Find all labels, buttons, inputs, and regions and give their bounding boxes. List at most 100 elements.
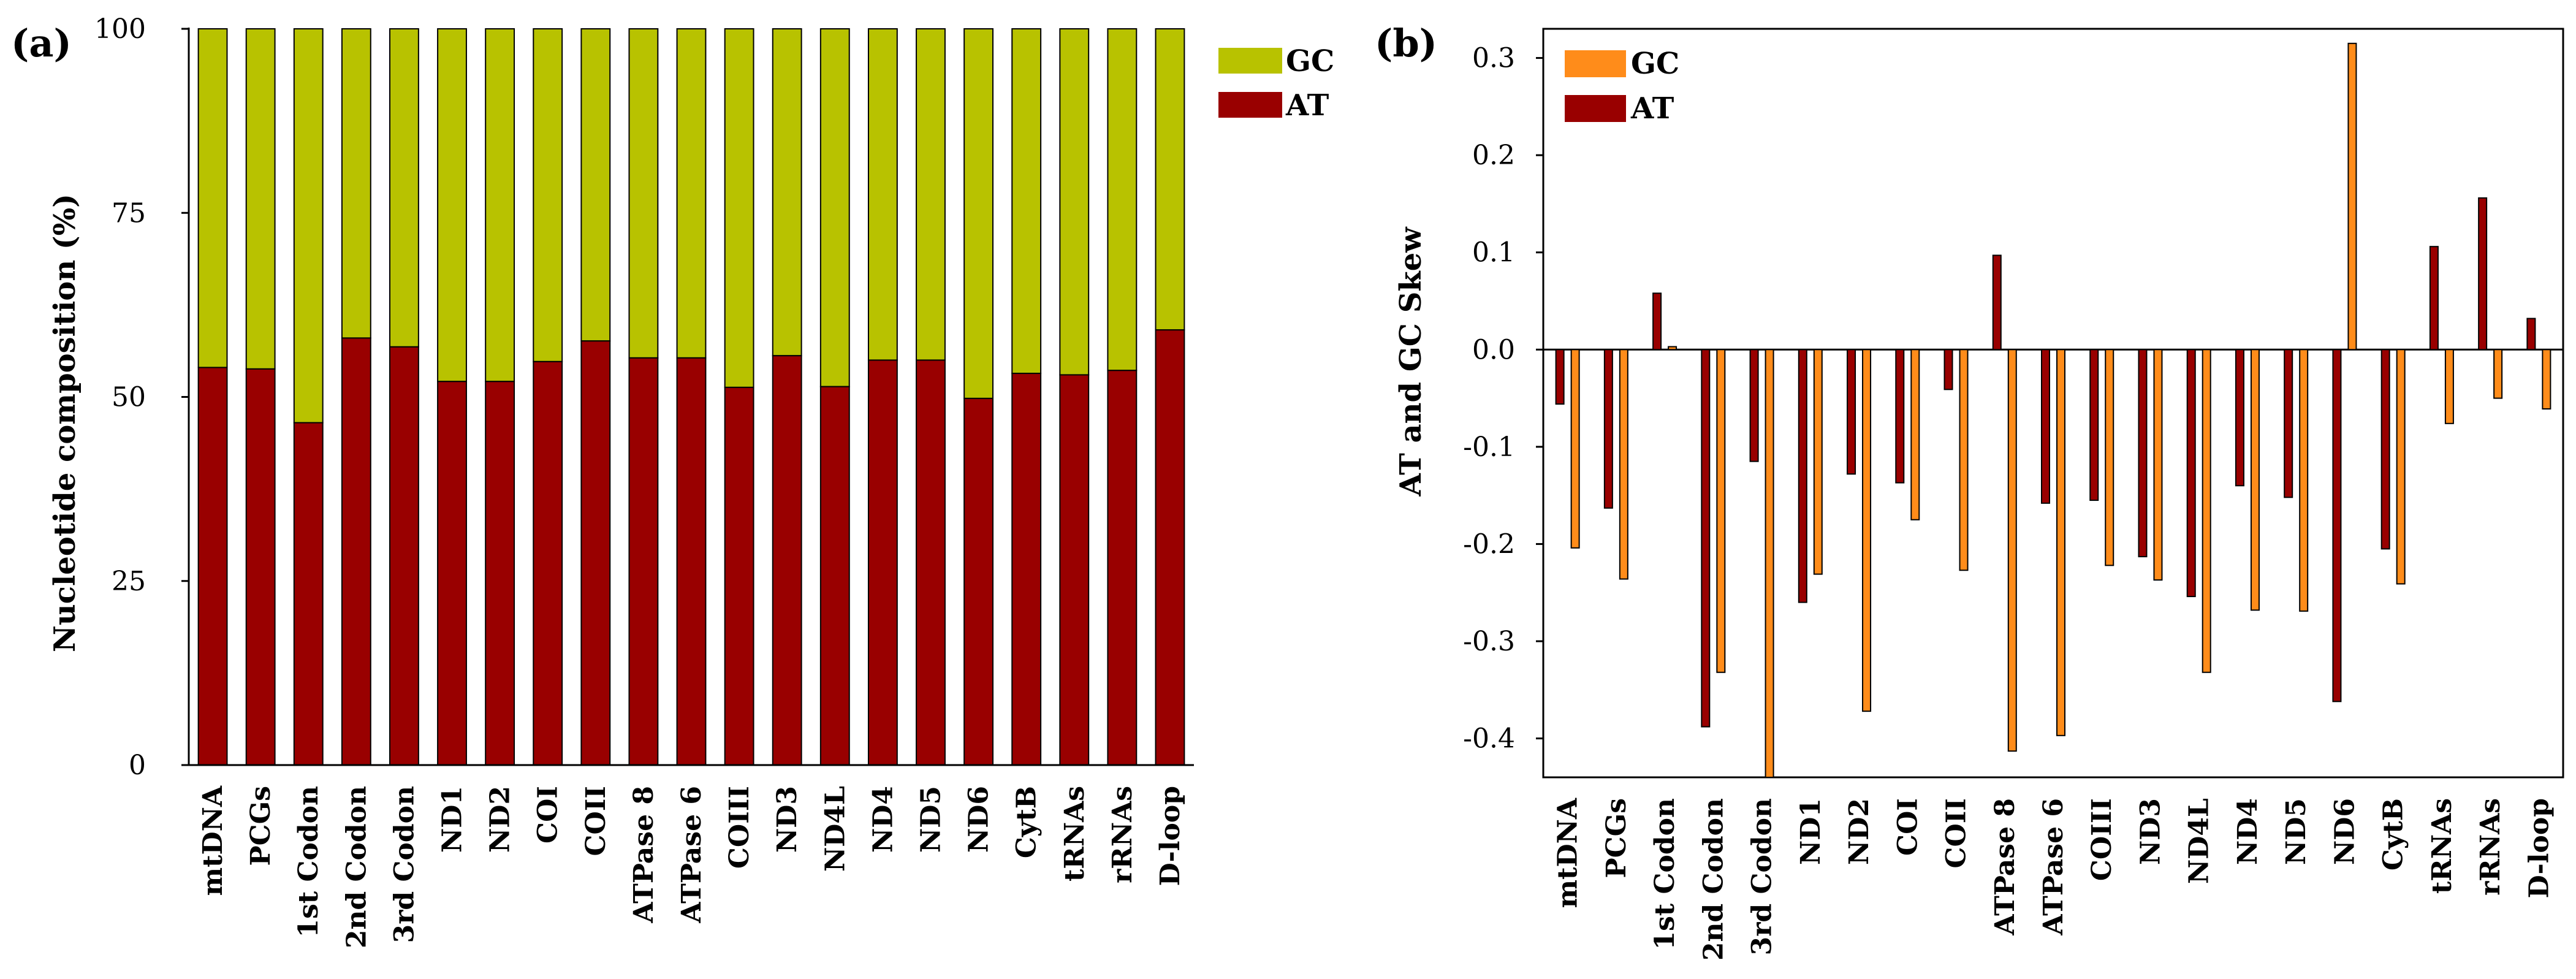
- x-tick-label-3rd-codon: 3rd Codon: [1747, 798, 1778, 955]
- y-tick-label: 75: [112, 197, 146, 229]
- x-tick-label-nd2: ND2: [485, 786, 516, 853]
- bar-at-atpase-6: [2041, 349, 2050, 504]
- bar-gc-coi: [533, 28, 563, 362]
- panel-a-nucleotide-composition: (a) Nucleotide composition (%) 0 25 50 75 10…: [11, 13, 1334, 948]
- bar-at-2nd-codon: [341, 337, 371, 766]
- bar-gc-nd3: [2153, 349, 2163, 581]
- bar-at-nd6: [2332, 349, 2342, 703]
- x-tick-label-d-loop: D-loop: [2523, 798, 2555, 898]
- y-tick-label: 0.3: [1472, 43, 1515, 74]
- x-tick-label-rrnas: rRNAs: [1107, 786, 1138, 883]
- bar-at-rrnas: [1107, 370, 1138, 766]
- bar-gc-d-loop: [2542, 349, 2551, 410]
- bar-at-coii: [580, 340, 611, 766]
- legend-label-at: AT: [1285, 88, 1329, 123]
- bar-gc-coii: [1959, 349, 1969, 571]
- x-tick-label-atpase-8: ATPase 8: [1989, 798, 2021, 936]
- bar-at-coiii: [2089, 349, 2099, 501]
- bar-at-nd1: [437, 381, 467, 766]
- bar-at-cytb: [2380, 349, 2390, 550]
- x-tick-label-nd5: ND5: [2281, 798, 2312, 865]
- legend-label-gc: GC: [1286, 44, 1334, 78]
- bar-gc-nd4l: [2202, 349, 2211, 673]
- bar-gc-mtdna: [1570, 349, 1580, 549]
- bar-gc-trnas: [1059, 28, 1090, 376]
- legend-label-gc: GC: [1631, 47, 1679, 81]
- bar-gc-atpase-8: [628, 28, 659, 359]
- x-tick-label-pcgs: PCGs: [1601, 798, 1632, 878]
- panel-a-bars: [197, 28, 1185, 766]
- legend-swatch-gc: [1565, 50, 1626, 77]
- bar-at-d-loop: [2526, 318, 2536, 351]
- bar-gc-nd2: [1862, 349, 1872, 712]
- x-tick-label-pcgs: PCGs: [245, 786, 276, 866]
- x-tick-label-1st-codon: 1st Codon: [293, 786, 324, 938]
- x-tick-label-2nd-codon: 2nd Codon: [1698, 798, 1729, 961]
- bar-gc-nd4: [867, 28, 898, 361]
- bar-at-nd2: [485, 381, 515, 766]
- bar-at-trnas: [2429, 246, 2439, 351]
- bar-at-nd3: [772, 355, 802, 766]
- bar-gc-nd6: [2347, 42, 2357, 351]
- x-tick-label-trnas: tRNAs: [2426, 798, 2458, 894]
- bar-gc-nd6: [963, 28, 994, 399]
- bar-gc-2nd-codon: [1716, 349, 1726, 673]
- bar-at-3rd-codon: [389, 346, 419, 766]
- x-tick-label-trnas: tRNAs: [1059, 786, 1090, 882]
- x-tick-label-3rd-codon: 3rd Codon: [389, 786, 420, 943]
- panel-b-y-ticks: -0.4 -0.3 -0.2 -0.1 0.0 0.1 0.2 0.3: [1463, 43, 1543, 755]
- y-tick-label: 50: [112, 382, 146, 413]
- x-tick-label-atpase-8: ATPase 8: [628, 786, 659, 924]
- bar-gc-3rd-codon: [389, 28, 419, 348]
- bar-at-pcgs: [1603, 349, 1613, 509]
- bar-at-cytb: [1011, 373, 1042, 766]
- plot-frame: [1542, 28, 2564, 779]
- bar-gc-rrnas: [1107, 28, 1138, 371]
- legend-swatch-gc: [1218, 48, 1282, 74]
- bar-gc-pcgs: [1619, 349, 1628, 580]
- bar-at-nd1: [1798, 349, 1807, 603]
- y-tick-label: -0.2: [1463, 528, 1515, 560]
- panel-b-skew: (b) AT and GC Skew -0.4 -0.3 -0.2 -0.1 0.0 0.…: [1375, 21, 2564, 961]
- y-tick-label: 0.1: [1472, 237, 1515, 269]
- x-tick-label-coiii: COIII: [724, 786, 755, 869]
- x-tick-label-nd5: ND5: [915, 786, 946, 853]
- x-tick-label-d-loop: D-loop: [1155, 786, 1186, 886]
- y-tick-label: 0.2: [1472, 140, 1515, 171]
- panel-a-label: (a): [11, 21, 72, 66]
- panel-b-frame: [1542, 28, 2564, 779]
- y-tick-label: -0.3: [1463, 626, 1515, 657]
- y-tick-label: 0: [129, 750, 146, 781]
- y-tick-label: -0.1: [1463, 432, 1515, 463]
- bar-at-nd4: [2235, 349, 2244, 487]
- x-tick-label-nd6: ND6: [2329, 798, 2360, 865]
- x-tick-label-nd2: ND2: [1844, 798, 1875, 865]
- y-tick-label: 100: [94, 13, 146, 45]
- bar-at-1st-codon: [293, 422, 324, 766]
- bar-at-nd4l: [819, 386, 850, 766]
- bar-gc-coiii: [724, 28, 754, 388]
- bar-at-nd4: [867, 359, 898, 766]
- x-tick-label-atpase-6: ATPase 6: [2038, 798, 2069, 936]
- panel-b-bars: [1555, 42, 2551, 778]
- bar-gc-nd2: [485, 28, 515, 383]
- legend-label-at: AT: [1630, 91, 1674, 126]
- y-tick-label: 0.0: [1472, 334, 1515, 365]
- panel-a-legend: GC AT: [1218, 44, 1334, 123]
- legend-swatch-at: [1218, 92, 1282, 118]
- bar-gc-nd5: [916, 28, 946, 361]
- panel-b-legend: GC AT: [1565, 47, 1679, 126]
- bar-at-nd3: [2138, 349, 2148, 558]
- bar-gc-nd5: [2299, 349, 2309, 612]
- x-tick-label-cytb: CytB: [1011, 786, 1043, 858]
- bar-at-coii: [1943, 349, 1953, 390]
- x-tick-label-cytb: CytB: [2378, 798, 2409, 870]
- x-tick-label-nd4l: ND4L: [819, 786, 851, 872]
- bar-gc-atpase-6: [676, 28, 707, 359]
- panel-a-y-axis-label: Nucleotide composition (%): [48, 194, 82, 652]
- bar-gc-trnas: [2444, 349, 2454, 424]
- x-tick-label-nd4: ND4: [867, 786, 899, 853]
- bar-gc-cytb: [1011, 28, 1042, 375]
- bar-at-nd6: [963, 397, 994, 766]
